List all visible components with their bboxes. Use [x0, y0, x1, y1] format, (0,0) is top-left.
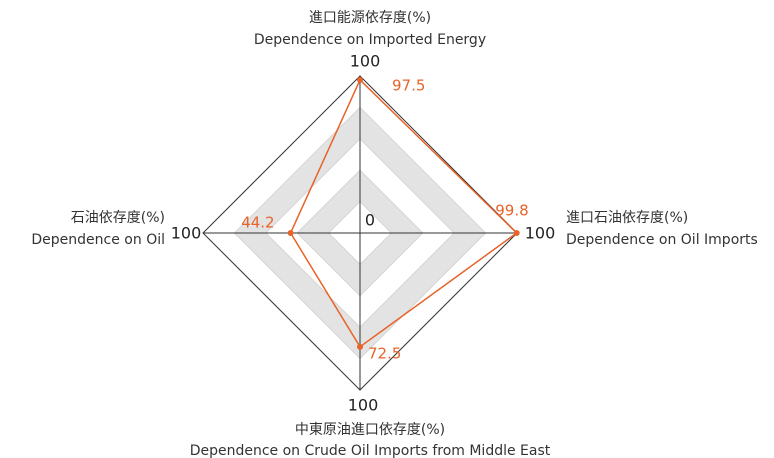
axis-max-label: 100	[350, 52, 381, 71]
category-label: Dependence on Oil	[31, 232, 165, 248]
category-label: 中東原油進口依存度(%)	[295, 422, 445, 438]
category-label: Dependence on Crude Oil Imports from Mid…	[190, 443, 551, 458]
center-label: 0	[365, 211, 375, 230]
radar-point	[357, 76, 363, 83]
value-label: 99.8	[495, 202, 528, 220]
axis-max-label: 100	[525, 224, 556, 243]
axis-max-label: 100	[171, 224, 202, 243]
radar-point	[357, 343, 363, 350]
radar-point	[287, 230, 294, 236]
radar-point	[513, 230, 520, 236]
axis-max-label: 100	[348, 396, 379, 415]
value-label: 44.2	[241, 214, 274, 232]
value-label: 72.5	[368, 344, 401, 362]
category-label: 石油依存度(%)	[71, 210, 165, 226]
value-label: 97.5	[392, 76, 425, 94]
category-label: 進口能源依存度(%)	[309, 10, 431, 26]
category-label: Dependence on Imported Energy	[254, 32, 486, 48]
category-label: Dependence on Oil Imports	[566, 232, 758, 248]
category-label: 進口石油依存度(%)	[566, 210, 688, 226]
